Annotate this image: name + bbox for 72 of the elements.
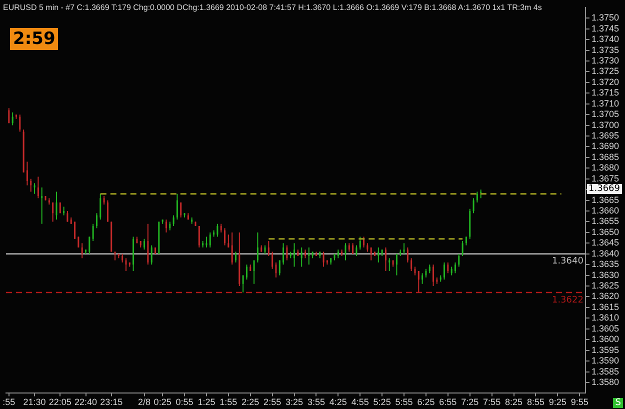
x-tick-label: 9:25 — [548, 397, 566, 408]
x-tick-label: 4:55 — [351, 397, 369, 408]
candlestick — [374, 252, 376, 256]
y-tick-label: 1.3640 — [591, 248, 620, 258]
x-tick-label: 7:25 — [461, 397, 479, 408]
y-tick-label: 1.3580 — [591, 376, 620, 387]
ref-line-label: 1.3622 — [552, 295, 584, 306]
y-tick-label: 1.3645 — [591, 238, 620, 248]
candlestick — [15, 114, 17, 119]
y-tick-label: 1.3710 — [591, 98, 620, 108]
y-tick-label: 1.3735 — [591, 44, 620, 55]
x-tick-label: :55 — [2, 397, 16, 408]
y-tick-label: 1.3660 — [591, 206, 620, 216]
y-tick-label: 1.3655 — [591, 216, 620, 226]
x-tick-label: 7:55 — [483, 397, 501, 408]
y-tick-label: 1.3695 — [591, 130, 620, 140]
y-tick-label: 1.3700 — [591, 120, 620, 130]
x-tick-label: 5:25 — [373, 397, 391, 408]
y-tick-label: 1.3605 — [591, 323, 620, 334]
y-tick-label: 1.3715 — [591, 88, 620, 98]
x-tick-label: 2:25 — [242, 397, 260, 408]
candlestick — [41, 187, 43, 224]
y-tick-label: 1.3615 — [591, 302, 620, 312]
x-tick-label: 0:25 — [154, 397, 172, 408]
x-tick-label: 3:55 — [307, 397, 325, 408]
y-tick-label: 1.3730 — [591, 55, 620, 66]
y-tick-label: 1.3635 — [591, 259, 620, 270]
y-tick-label: 1.3725 — [591, 66, 620, 76]
y-tick-label: 1.3620 — [591, 291, 620, 302]
y-tick-label: 1.3690 — [591, 141, 620, 152]
y-tick-label: 1.3705 — [591, 109, 620, 120]
x-tick-label: 23:15 — [100, 397, 123, 408]
y-tick-label: 1.3720 — [591, 76, 620, 87]
text: S — [613, 398, 623, 408]
y-tick-label: 1.3740 — [591, 34, 620, 44]
y-tick-label: 1.3685 — [591, 152, 620, 162]
x-tick-label: 8:55 — [526, 397, 544, 408]
x-tick-label: 2/8 — [138, 397, 151, 408]
x-tick-label: 8:25 — [505, 397, 523, 408]
y-tick-label: 1.3680 — [591, 162, 620, 173]
y-tick-label: 1.3745 — [591, 23, 620, 34]
y-tick-label: 1.3585 — [591, 366, 620, 376]
x-tick-label: 1:25 — [198, 397, 216, 408]
x-tick-label: 2:55 — [264, 397, 282, 408]
candlestick — [234, 252, 236, 262]
annotation: 2:59 — [10, 28, 58, 50]
x-tick-label: 22:40 — [74, 397, 98, 408]
x-tick-label: 5:55 — [395, 397, 413, 408]
y-tick-label: 1.3750 — [591, 12, 620, 23]
y-tick-label: 1.3625 — [591, 280, 620, 291]
chart-title: EURUSD 5 min - #7 C:1.3669 T:179 Chg:0.0000 DChg:1.3669 2010-02-08 7:41:57 H:1.3670 L:1.3666 O:1.3669 V:179 B:1.3668 A:1.3670 1x1 TR:3m 4s — [3, 3, 542, 12]
candlestick — [154, 247, 156, 254]
x-tick-label: 4:25 — [329, 397, 347, 408]
x-tick-label: 0:55 — [176, 397, 194, 408]
x-tick-label: 21:30 — [23, 397, 46, 408]
y-tick-label: 1.3590 — [591, 356, 620, 366]
x-tick-label: 9:55 — [570, 397, 588, 408]
x-tick-label: 3:25 — [286, 397, 304, 408]
y-tick-label: 1.3600 — [591, 334, 620, 344]
y-tick-label: 1.3675 — [591, 173, 620, 184]
y-tick-label: 1.3610 — [591, 312, 620, 323]
ref-line-label: 1.3640 — [552, 256, 584, 267]
y-tick-label: 1.3595 — [591, 344, 620, 355]
x-tick-label: 22:05 — [48, 397, 72, 408]
x-tick-label: 6:55 — [439, 397, 457, 408]
y-tick-label: 1.3630 — [591, 270, 620, 280]
x-tick-label: 1:55 — [220, 397, 238, 408]
text: 1.3669 — [586, 184, 622, 194]
y-tick-label: 1.3665 — [591, 194, 620, 205]
x-tick-label: 6:25 — [417, 397, 435, 408]
candlestick — [454, 262, 456, 274]
y-tick-label: 1.3650 — [591, 226, 620, 237]
